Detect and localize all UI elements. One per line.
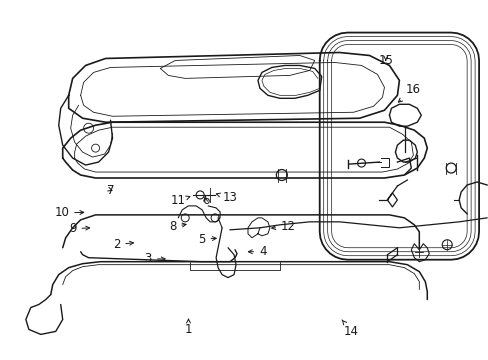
Text: 12: 12 (271, 220, 295, 233)
Text: 7: 7 (107, 184, 115, 197)
Text: 8: 8 (168, 220, 186, 233)
Text: 11: 11 (171, 194, 189, 207)
Text: 6: 6 (202, 194, 209, 207)
Text: 2: 2 (113, 238, 133, 251)
Text: 4: 4 (248, 245, 266, 258)
Text: 5: 5 (198, 233, 216, 246)
Text: 14: 14 (341, 320, 358, 338)
Text: 10: 10 (54, 207, 83, 220)
Text: 3: 3 (144, 252, 165, 265)
Text: 15: 15 (378, 54, 392, 67)
Text: 9: 9 (69, 222, 89, 235)
Text: 1: 1 (184, 319, 192, 336)
Text: 16: 16 (398, 83, 419, 102)
Text: 13: 13 (216, 192, 238, 204)
